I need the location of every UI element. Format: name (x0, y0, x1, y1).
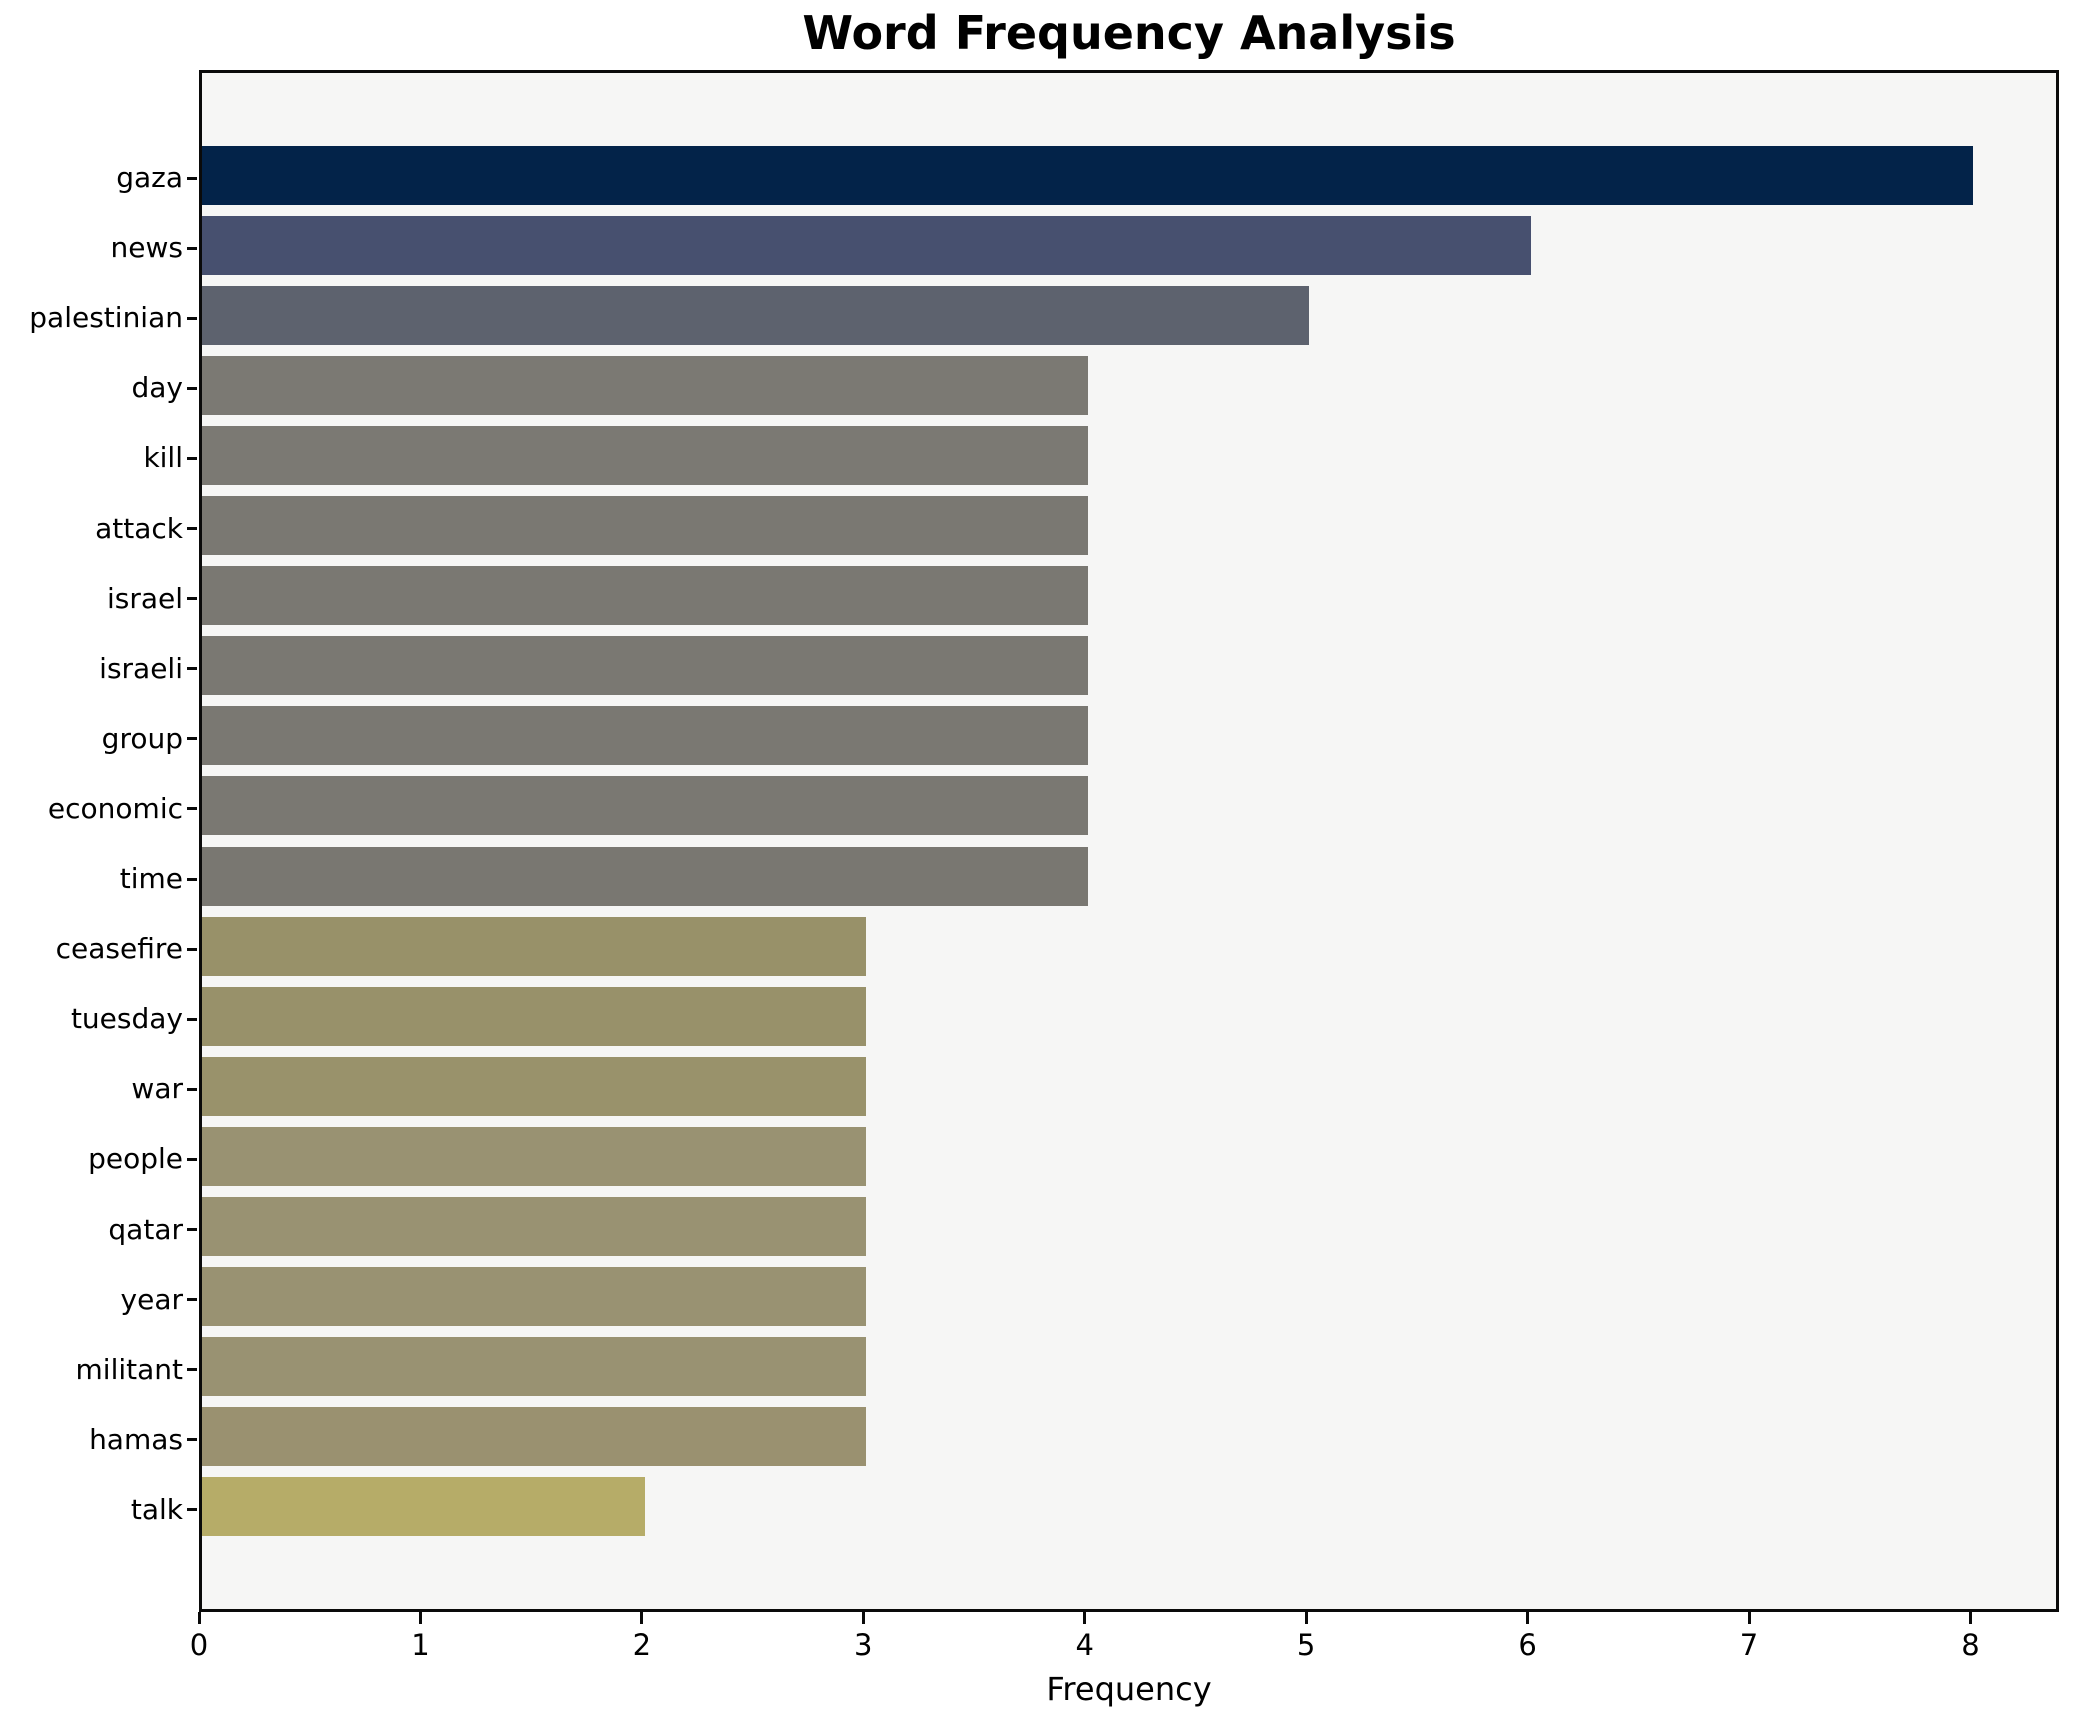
bar-time (202, 846, 1088, 906)
y-tick-label: group (101, 721, 183, 755)
y-tick-label: war (131, 1072, 183, 1106)
y-tick-mark (187, 527, 197, 531)
y-tick-label: kill (143, 441, 183, 475)
bar-qatar (202, 1197, 867, 1257)
y-tick-mark (187, 456, 197, 460)
bar-people (202, 1126, 867, 1186)
bar-war (202, 1056, 867, 1116)
x-tick-mark (1526, 1612, 1530, 1624)
bar-palestinian (202, 285, 1310, 345)
bar-gaza (202, 145, 1974, 205)
y-tick-mark (187, 597, 197, 601)
x-tick-mark (640, 1612, 644, 1624)
y-tick-label: gaza (116, 161, 183, 195)
x-tick-label: 2 (632, 1628, 652, 1662)
y-tick-label: day (131, 371, 183, 405)
y-tick-label: news (110, 231, 183, 265)
y-tick-mark (187, 176, 197, 180)
y-tick-label: economic (47, 791, 183, 825)
x-tick-label: 3 (854, 1628, 873, 1662)
y-tick-label: attack (95, 511, 183, 545)
bar-talk (202, 1477, 645, 1537)
y-tick-label: palestinian (29, 301, 183, 335)
x-tick-label: 8 (1961, 1628, 1980, 1662)
x-tick-label: 0 (189, 1628, 209, 1662)
y-tick-mark (187, 316, 197, 320)
y-tick-label: qatar (108, 1212, 183, 1246)
y-tick-mark (187, 386, 197, 390)
y-tick-label: talk (130, 1492, 183, 1526)
y-tick-label: tuesday (70, 1002, 183, 1036)
bar-militant (202, 1337, 867, 1397)
y-tick-mark (187, 1368, 197, 1372)
y-tick-label: militant (75, 1352, 183, 1386)
y-tick-mark (187, 737, 197, 741)
bar-tuesday (202, 986, 867, 1046)
x-tick-label: 4 (1075, 1628, 1094, 1662)
y-tick-label: israel (106, 581, 183, 615)
y-tick-mark (187, 1508, 197, 1512)
bar-day (202, 355, 1088, 415)
x-tick-label: 1 (411, 1628, 430, 1662)
y-tick-mark (187, 1438, 197, 1442)
y-tick-mark (187, 807, 197, 811)
y-tick-mark (187, 1228, 197, 1232)
x-axis-label: Frequency (1046, 1670, 1212, 1708)
y-tick-mark (187, 1017, 197, 1021)
x-tick-mark (1747, 1612, 1751, 1624)
chart-title: Word Frequency Analysis (802, 6, 1456, 60)
x-tick-mark (1304, 1612, 1308, 1624)
x-tick-label: 7 (1739, 1628, 1759, 1662)
y-tick-label: hamas (89, 1422, 183, 1456)
bar-year (202, 1267, 867, 1327)
bar-group (202, 706, 1088, 766)
y-tick-mark (187, 947, 197, 951)
bar-israel (202, 566, 1088, 626)
bar-news (202, 215, 1531, 275)
bar-attack (202, 496, 1088, 556)
y-tick-mark (187, 246, 197, 250)
y-tick-label: year (120, 1282, 183, 1316)
x-tick-mark (1083, 1612, 1087, 1624)
x-tick-label: 5 (1296, 1628, 1316, 1662)
y-tick-mark (187, 667, 197, 671)
y-tick-label: people (88, 1142, 183, 1176)
y-tick-label: time (119, 862, 183, 896)
y-tick-label: israeli (99, 651, 183, 685)
y-tick-mark (187, 1298, 197, 1302)
y-tick-mark (187, 1157, 197, 1161)
bar-economic (202, 776, 1088, 836)
bar-ceasefire (202, 916, 867, 976)
x-tick-mark (418, 1612, 422, 1624)
plot-area (199, 70, 2059, 1612)
y-tick-mark (187, 877, 197, 881)
x-tick-mark (861, 1612, 865, 1624)
y-tick-label: ceasefire (55, 932, 183, 966)
x-tick-mark (197, 1612, 201, 1624)
y-tick-mark (187, 1087, 197, 1091)
x-tick-label: 6 (1518, 1628, 1537, 1662)
bar-kill (202, 425, 1088, 485)
x-tick-mark (1968, 1612, 1972, 1624)
bar-hamas (202, 1407, 867, 1467)
bar-israeli (202, 636, 1088, 696)
